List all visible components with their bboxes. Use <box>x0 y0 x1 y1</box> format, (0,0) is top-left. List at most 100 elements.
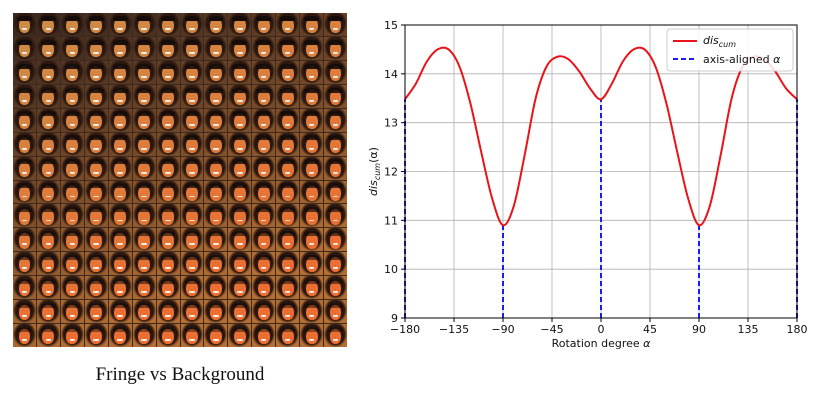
face-thumbnail-icon <box>324 252 347 276</box>
face-thumbnail-icon <box>252 84 276 108</box>
face-thumbnail-icon <box>324 156 347 180</box>
tick-layer: −180 −135 −90 −45 0 45 90 135 180 9 10 11 12 13 14 15 <box>384 19 808 336</box>
face-thumbnail-icon <box>300 36 324 60</box>
face-thumbnail-icon <box>180 36 204 60</box>
y-tick-label: 13 <box>384 117 398 130</box>
face-thumbnail-icon <box>132 132 156 156</box>
y-tick-label: 14 <box>384 68 398 81</box>
legend-box <box>666 28 794 72</box>
face-thumbnail-icon <box>276 156 300 180</box>
face-thumbnail-icon <box>228 300 252 324</box>
face-thumbnail-icon <box>132 84 156 108</box>
x-tick-label: 180 <box>787 323 808 336</box>
face-thumbnail-icon <box>300 180 324 204</box>
face-thumbnail-icon <box>156 132 180 156</box>
face-thumbnail-icon <box>108 276 132 300</box>
face-thumbnail-icon <box>300 13 324 36</box>
face-thumbnail-icon <box>300 276 324 300</box>
face-thumbnail-icon <box>13 13 36 36</box>
face-thumbnail-icon <box>276 252 300 276</box>
face-thumbnail-icon <box>252 276 276 300</box>
face-thumbnail-icon <box>324 300 347 324</box>
face-thumbnail-icon <box>60 36 84 60</box>
face-thumbnail-icon <box>156 252 180 276</box>
face-thumbnail-icon <box>228 132 252 156</box>
face-thumbnail-icon <box>84 60 108 84</box>
face-thumbnail-icon <box>204 132 228 156</box>
face-thumbnail-icon <box>252 60 276 84</box>
face-thumbnail-icon <box>180 156 204 180</box>
face-thumbnail-icon <box>108 13 132 36</box>
face-thumbnail-icon <box>132 180 156 204</box>
face-thumbnail-icon <box>276 180 300 204</box>
face-thumbnail-icon <box>156 276 180 300</box>
face-thumbnail-icon <box>13 60 36 84</box>
face-thumbnail-icon <box>204 300 228 324</box>
face-thumbnail-icon <box>36 204 60 228</box>
face-thumbnail-icon <box>252 13 276 36</box>
face-thumbnail-icon <box>324 132 347 156</box>
face-thumbnail-icon <box>132 108 156 132</box>
face-thumbnail-icon <box>204 84 228 108</box>
face-thumbnail-icon <box>300 156 324 180</box>
face-thumbnail-icon <box>36 36 60 60</box>
y-tick-label: 11 <box>384 214 398 227</box>
face-thumbnail-icon <box>36 252 60 276</box>
face-thumbnail-icon <box>156 60 180 84</box>
face-thumbnail-icon <box>13 204 36 228</box>
face-thumbnail-icon <box>132 324 156 347</box>
curve-layer <box>404 46 798 227</box>
face-thumbnail-icon <box>156 13 180 36</box>
face-thumbnail-icon <box>156 36 180 60</box>
face-thumbnail-icon <box>13 132 36 156</box>
face-thumbnail-icon <box>132 204 156 228</box>
face-thumbnail-icon <box>13 84 36 108</box>
face-thumbnail-icon <box>252 132 276 156</box>
face-thumbnail-icon <box>84 300 108 324</box>
face-thumbnail-icon <box>228 108 252 132</box>
y-tick-label: 12 <box>384 166 398 179</box>
face-thumbnail-icon <box>108 84 132 108</box>
face-thumbnail-icon <box>108 300 132 324</box>
face-thumbnail-icon <box>156 204 180 228</box>
face-thumbnail-icon <box>276 60 300 84</box>
face-thumbnail-icon <box>204 60 228 84</box>
face-thumbnail-icon <box>228 13 252 36</box>
face-thumbnail-icon <box>324 324 347 347</box>
y-tick-label: 9 <box>391 312 398 325</box>
face-thumbnail-icon <box>156 324 180 347</box>
face-thumbnail-icon <box>13 228 36 252</box>
face-thumbnail-icon <box>228 276 252 300</box>
face-thumbnail-icon <box>276 132 300 156</box>
face-thumbnail-icon <box>84 180 108 204</box>
face-thumbnail-icon <box>180 13 204 36</box>
face-thumbnail-icon <box>13 276 36 300</box>
face-thumbnail-icon <box>13 36 36 60</box>
face-thumbnail-icon <box>36 108 60 132</box>
face-thumbnail-icon <box>324 276 347 300</box>
face-thumbnail-icon <box>300 108 324 132</box>
face-thumbnail-icon <box>36 324 60 347</box>
face-thumbnail-icon <box>228 324 252 347</box>
face-thumbnail-icon <box>228 252 252 276</box>
face-thumbnail-icon <box>204 180 228 204</box>
face-thumbnail-icon <box>300 324 324 347</box>
face-thumbnail-icon <box>300 204 324 228</box>
x-tick-label: −45 <box>540 323 563 336</box>
face-thumbnail-icon <box>252 36 276 60</box>
face-thumbnail-icon <box>60 300 84 324</box>
face-thumbnail-icon <box>324 204 347 228</box>
face-thumbnail-icon <box>228 228 252 252</box>
face-thumbnail-icon <box>108 228 132 252</box>
face-thumbnail-icon <box>204 276 228 300</box>
face-thumbnail-icon <box>180 324 204 347</box>
face-thumbnail-icon <box>180 180 204 204</box>
face-thumbnail-icon <box>180 300 204 324</box>
face-thumbnail-icon <box>276 276 300 300</box>
face-thumbnail-icon <box>60 180 84 204</box>
x-tick-label: 45 <box>643 323 657 336</box>
face-thumbnail-icon <box>276 300 300 324</box>
face-thumbnail-icon <box>300 132 324 156</box>
face-thumbnail-icon <box>204 228 228 252</box>
face-thumbnail-icon <box>180 60 204 84</box>
